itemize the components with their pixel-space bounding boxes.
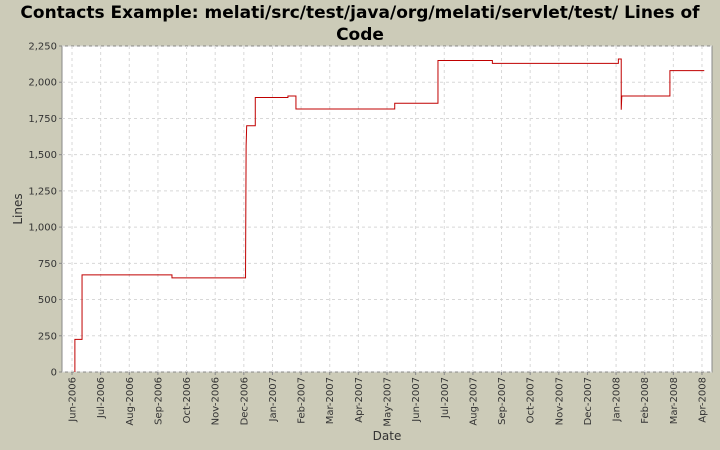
y-tick-label: 1,500 — [28, 150, 57, 161]
y-tick-label: 2,250 — [28, 42, 57, 53]
x-tick-label: Feb-2007 — [297, 377, 308, 424]
x-tick-label: Sep-2006 — [153, 377, 164, 425]
x-tick-label: Jun-2007 — [411, 377, 422, 423]
y-tick-label: 1,750 — [28, 114, 57, 125]
x-tick-label: Nov-2006 — [211, 377, 222, 425]
y-axis-label: Lines — [11, 193, 25, 224]
y-tick-label: 2,000 — [28, 78, 57, 89]
data-line — [74, 58, 705, 372]
x-tick-label: Jul-2006 — [96, 377, 107, 419]
x-tick-label: Dec-2007 — [583, 377, 594, 425]
chart-title: Contacts Example: melati/src/test/java/o… — [20, 3, 700, 45]
y-tick-label: 250 — [38, 331, 57, 342]
x-tick-label: Dec-2006 — [239, 377, 250, 425]
x-tick-label: Sep-2007 — [497, 377, 508, 425]
y-tick-label: 500 — [38, 295, 57, 306]
y-tick-label: 0 — [51, 368, 57, 379]
x-tick-label: Aug-2006 — [125, 377, 136, 426]
x-tick-label: Apr-2007 — [354, 377, 365, 423]
x-tick-label: Jan-2008 — [612, 377, 623, 422]
x-tick-label: Oct-2006 — [182, 377, 193, 423]
y-tick-label: 750 — [38, 259, 57, 270]
y-tick-label: 1,000 — [28, 223, 57, 234]
x-tick-label: Jul-2007 — [440, 377, 451, 419]
x-tick-label: Mar-2008 — [669, 377, 680, 424]
y-tick-label: 1,250 — [28, 186, 57, 197]
x-tick-label: Aug-2007 — [468, 377, 479, 426]
x-tick-label: Oct-2007 — [526, 377, 537, 423]
x-tick-label: May-2007 — [383, 377, 394, 427]
x-tick-label: Feb-2008 — [640, 377, 651, 424]
x-axis-label: Date — [373, 429, 402, 443]
x-tick-label: Jan-2007 — [268, 377, 279, 422]
x-tick-label: Jun-2006 — [68, 377, 79, 423]
x-tick-label: Mar-2007 — [325, 377, 336, 424]
x-tick-label: Nov-2007 — [554, 377, 565, 425]
x-tick-label: Apr-2008 — [697, 377, 708, 423]
